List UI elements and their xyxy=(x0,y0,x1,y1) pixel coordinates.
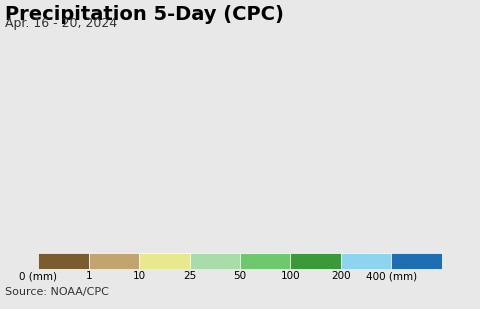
Text: Apr. 16 - 20, 2024: Apr. 16 - 20, 2024 xyxy=(5,17,117,30)
Bar xyxy=(391,253,442,269)
Bar xyxy=(139,253,190,269)
Text: 0 (mm): 0 (mm) xyxy=(19,271,58,281)
Bar xyxy=(89,253,139,269)
Bar xyxy=(38,253,89,269)
Text: 200: 200 xyxy=(331,271,350,281)
Bar xyxy=(240,253,290,269)
Bar xyxy=(290,253,341,269)
Text: 100: 100 xyxy=(281,271,300,281)
Text: 400 (mm): 400 (mm) xyxy=(366,271,417,281)
Text: 1: 1 xyxy=(85,271,92,281)
Text: 10: 10 xyxy=(132,271,146,281)
Text: 25: 25 xyxy=(183,271,196,281)
Bar xyxy=(341,253,391,269)
Text: 50: 50 xyxy=(233,271,247,281)
Text: Source: NOAA/CPC: Source: NOAA/CPC xyxy=(5,287,108,297)
Text: Precipitation 5-Day (CPC): Precipitation 5-Day (CPC) xyxy=(5,5,284,23)
Bar xyxy=(190,253,240,269)
